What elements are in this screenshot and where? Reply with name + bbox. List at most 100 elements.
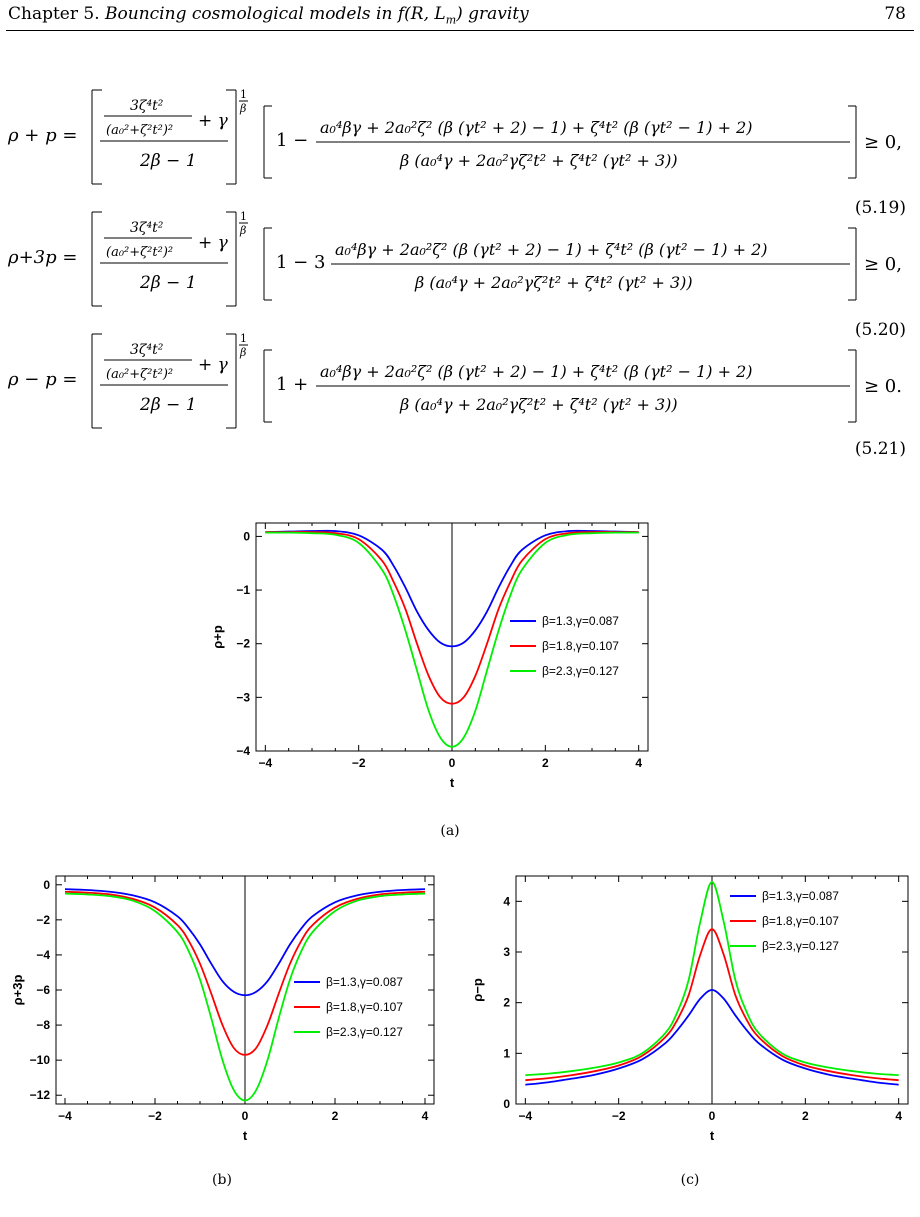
legend-label: β=1.3,γ=0.087	[762, 889, 839, 903]
y-tick-label: 4	[503, 894, 510, 908]
equation-relation: ≥ 0,	[864, 254, 902, 275]
y-tick-label: −3	[236, 690, 250, 704]
x-tick-label: −4	[58, 1109, 72, 1123]
plus-gamma: + γ	[198, 355, 229, 375]
equation-lhs: ρ + p =	[7, 125, 77, 146]
x-tick-label: 2	[542, 756, 549, 770]
big-numerator: a₀⁴βγ + 2a₀²ζ² (β (γt² + 2) − 1) + ζ⁴t² …	[320, 118, 753, 137]
caption-c: (c)	[680, 1172, 700, 1188]
y-tick-label: 0	[243, 529, 250, 543]
y-tick-label: −12	[30, 1088, 51, 1102]
y-tick-label: −6	[36, 983, 50, 997]
chart-rho-plus-3p: −4 −2 0 2 4 0 −2 −4 −6 −8 −10 −12 t ρ+3p β=1.3,γ=0.087…	[10, 875, 435, 1143]
outer-denominator: 2β − 1	[139, 395, 197, 415]
running-head: Chapter 5. Bouncing cosmological models …	[8, 4, 529, 26]
y-tick-label: −1	[236, 583, 250, 597]
x-tick-label: 0	[449, 756, 456, 770]
figure-b: −4 −2 0 2 4 0 −2 −4 −6 −8 −10 −12 t ρ+3p β=1.3,γ=0.087…	[10, 858, 450, 1158]
y-tick-label: −4	[36, 948, 50, 962]
numerator-inner: 3ζ⁴t²	[130, 342, 164, 358]
caption-a: (a)	[440, 823, 460, 839]
x-tick-label: 2	[332, 1109, 339, 1123]
chapter-title: Bouncing cosmological models in f(R, Lm)…	[105, 4, 529, 27]
denominator-inner: (a₀²+ζ²t²)²	[106, 245, 173, 260]
x-tick-label: −4	[518, 1109, 532, 1123]
y-tick-label: 0	[43, 878, 50, 892]
numerator-inner: 3ζ⁴t²	[130, 220, 164, 236]
x-tick-label: 4	[635, 756, 642, 770]
exponent-num: 1	[240, 332, 247, 345]
equation-relation: ≥ 0.	[864, 376, 902, 397]
y-tick-label: −8	[36, 1018, 50, 1032]
equation-sign: 1 −	[276, 130, 308, 151]
equation-relation: ≥ 0,	[864, 132, 902, 153]
equation-sign: 1 +	[276, 374, 308, 395]
series-line-2	[525, 928, 899, 1082]
page-number: 78	[884, 4, 906, 24]
series-line-3	[265, 531, 639, 748]
chart-rho-plus-p: −4 −2 0 2 4 0 −1 −2 −3 −4 t ρ+p β=1.3,γ=0.087 β=1.8,γ…	[210, 522, 649, 790]
denominator-inner: (a₀²+ζ²t²)²	[106, 367, 173, 382]
big-denominator: β (a₀⁴γ + 2a₀²γζ²t² + ζ⁴t² (γt² + 3))	[399, 395, 678, 414]
exponent-num: 1	[240, 88, 247, 101]
equation-svg: ρ+3p = 3ζ⁴t² (a₀²+ζ²t²)² + γ2β − 1 1β 1 − 3 a₀…	[7, 210, 902, 307]
x-tick-label: 4	[422, 1109, 429, 1123]
equation-number: (5.19)	[854, 198, 906, 218]
y-tick-label: 0	[503, 1097, 510, 1111]
x-tick-label: 0	[242, 1109, 249, 1123]
x-tick-label: −2	[148, 1109, 162, 1123]
y-tick-label: −10	[30, 1053, 51, 1067]
series-line-1	[64, 888, 426, 997]
denominator-inner: (a₀²+ζ²t²)²	[106, 123, 173, 138]
outer-denominator: 2β − 1	[139, 151, 197, 171]
big-numerator: a₀⁴βγ + 2a₀²ζ² (β (γt² + 2) − 1) + ζ⁴t² …	[335, 240, 768, 259]
series-line-3	[64, 892, 426, 1102]
x-axis-label: t	[710, 1128, 715, 1143]
x-tick-label: 0	[709, 1109, 716, 1123]
y-tick-label: 3	[503, 945, 510, 959]
figure-a: −4 −2 0 2 4 0 −1 −2 −3 −4 t ρ+p β=1.3,γ=0.087 β=1.8,γ…	[210, 505, 680, 805]
equation-lhs: ρ − p =	[7, 369, 77, 390]
y-tick-label: 2	[503, 996, 510, 1010]
big-numerator: a₀⁴βγ + 2a₀²ζ² (β (γt² + 2) − 1) + ζ⁴t² …	[320, 362, 753, 381]
y-tick-label: −4	[236, 744, 250, 758]
legend-label: β=1.8,γ=0.107	[762, 914, 839, 928]
legend-label: β=2.3,γ=0.127	[542, 664, 619, 678]
exponent-num: 1	[240, 210, 247, 223]
equation-number: (5.20)	[854, 320, 906, 340]
exponent-den: β	[239, 346, 246, 359]
equation-number: (5.21)	[854, 439, 906, 459]
x-tick-label: −2	[352, 756, 366, 770]
big-denominator: β (a₀⁴γ + 2a₀²γζ²t² + ζ⁴t² (γt² + 3))	[414, 273, 693, 292]
legend-label: β=1.3,γ=0.087	[326, 975, 403, 989]
exponent-den: β	[239, 102, 246, 115]
equation-lhs: ρ+3p =	[7, 247, 77, 268]
outer-denominator: 2β − 1	[139, 273, 197, 293]
x-axis-label: t	[450, 775, 455, 790]
series-line-2	[265, 531, 639, 705]
numerator-inner: 3ζ⁴t²	[130, 98, 164, 114]
chart-rho-minus-p: −4 −2 0 2 4 0 1 2 3 4 t ρ−p β=1.3,γ=0.087 β=1.8,γ=0.1…	[470, 875, 909, 1143]
equation-svg: ρ − p = 3ζ⁴t² (a₀²+ζ²t²)² + γ2β − 1 1β 1 + a₀⁴…	[7, 332, 902, 429]
exponent-den: β	[239, 224, 246, 237]
chapter-label: Chapter 5.	[8, 4, 100, 24]
x-tick-label: 4	[895, 1109, 902, 1123]
y-axis-label: ρ−p	[470, 978, 485, 1002]
y-axis-label: ρ+3p	[10, 975, 25, 1006]
x-tick-label: −2	[612, 1109, 626, 1123]
caption-b: (b)	[212, 1172, 232, 1188]
x-tick-label: 2	[802, 1109, 809, 1123]
equation-sign: 1 − 3	[276, 252, 325, 273]
page-header: Chapter 5. Bouncing cosmological models …	[0, 0, 920, 36]
series-line-1	[265, 529, 639, 648]
equation-svg: ρ + p = 3ζ⁴t² (a₀²+ζ²t²)² + γ2β − 1 1β 1 − a₀⁴…	[7, 88, 902, 185]
x-axis-label: t	[243, 1128, 248, 1143]
big-denominator: β (a₀⁴γ + 2a₀²γζ²t² + ζ⁴t² (γt² + 3))	[399, 151, 678, 170]
figure-c: −4 −2 0 2 4 0 1 2 3 4 t ρ−p β=1.3,γ=0.087 β=1.8,γ=0.1…	[470, 858, 910, 1158]
plus-gamma: + γ	[198, 233, 229, 253]
series-line-2	[64, 890, 426, 1056]
legend-label: β=1.8,γ=0.107	[326, 1000, 403, 1014]
